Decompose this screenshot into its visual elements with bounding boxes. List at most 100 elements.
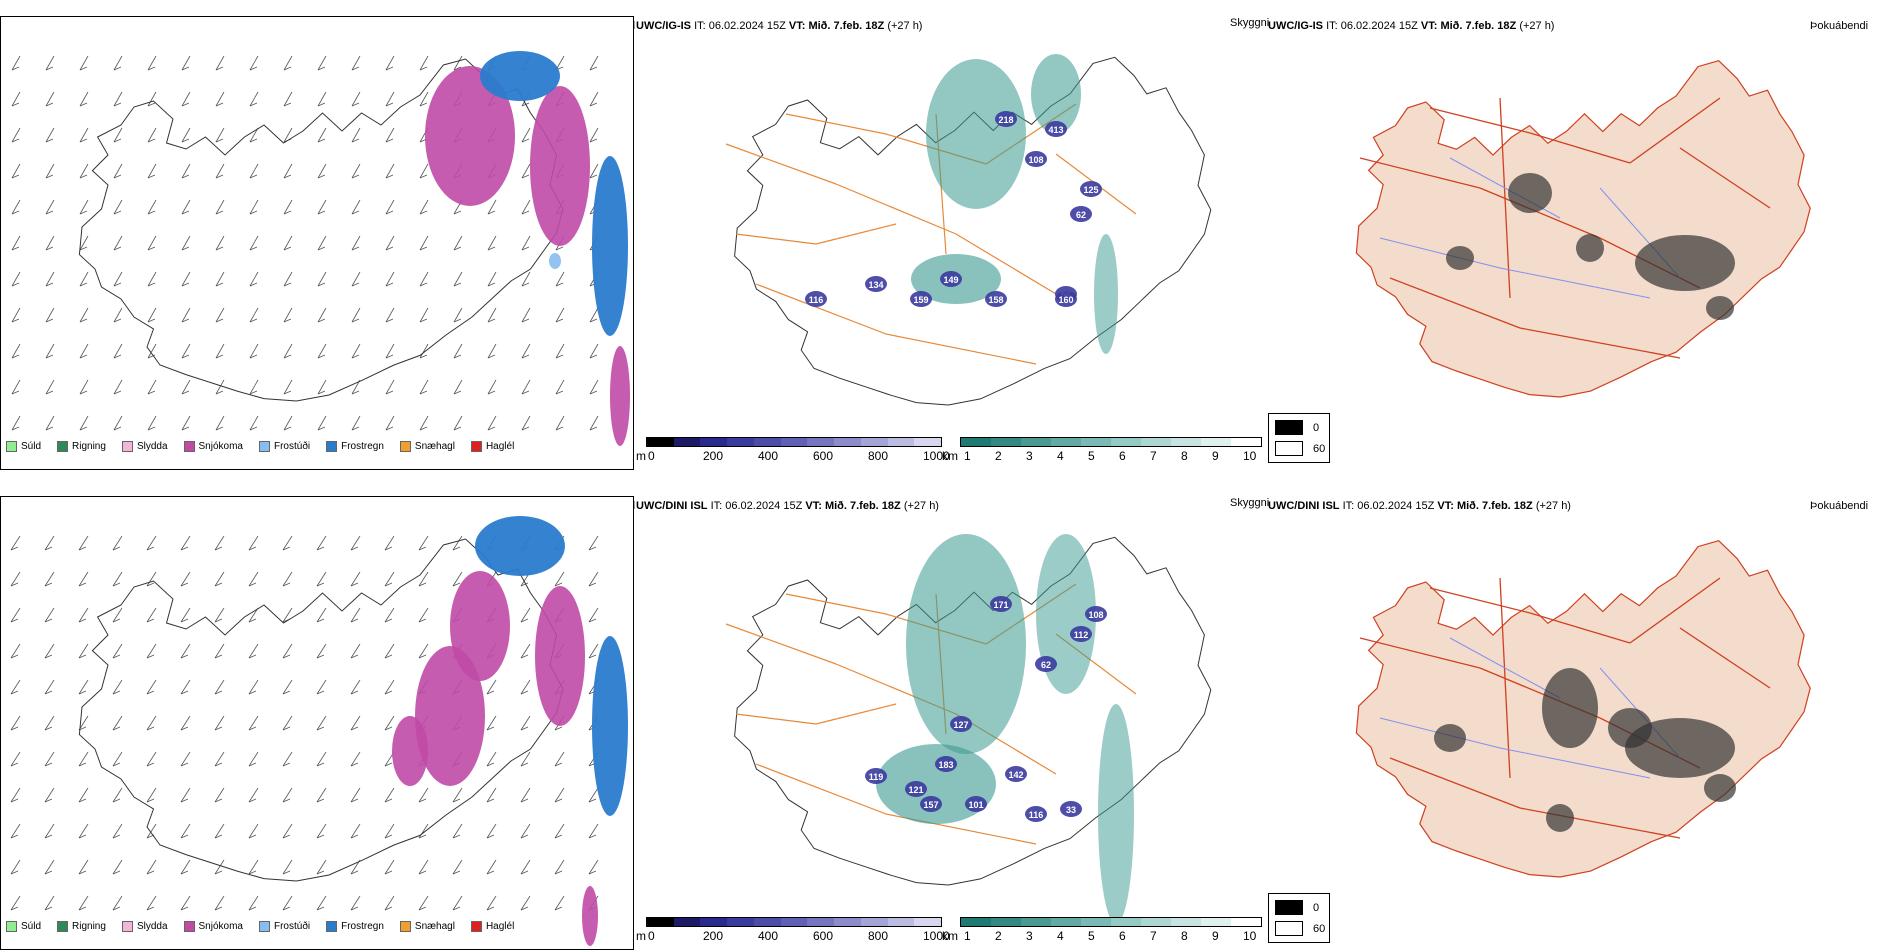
visibility-label: 413 — [1048, 125, 1063, 135]
visibility-label: 183 — [938, 760, 953, 770]
freezing-drizzle-area — [549, 253, 561, 269]
visibility-label: 160 — [1058, 295, 1073, 305]
fog-patch — [1446, 246, 1474, 270]
visibility-label: 134 — [868, 280, 883, 290]
elevation-tick: 600 — [813, 929, 834, 943]
legend-item: Frostregn — [326, 921, 384, 932]
low-visibility-area — [1094, 234, 1118, 354]
elevation-colorbar: m 0 200 400 600 800 1000 — [636, 917, 950, 945]
legend-label: Frostregn — [341, 921, 384, 932]
visibility-label: 62 — [1041, 660, 1051, 670]
snow-area — [425, 66, 515, 206]
visibility-label: 101 — [968, 800, 983, 810]
fog-index-map — [1355, 60, 1811, 398]
visibility-label: 116 — [1029, 810, 1044, 820]
panel-header: UWC/DINI ISL IT: 06.02.2024 15Z VT: Mið.… — [636, 500, 939, 512]
visibility-label: 157 — [923, 800, 938, 810]
elevation-spot — [910, 291, 932, 307]
model-id: UWC/DINI ISL — [1268, 500, 1340, 512]
legend-label: Súld — [21, 921, 42, 932]
panel-title: Skyggni — [1230, 497, 1270, 509]
elevation-spot — [940, 271, 962, 287]
freezing-rain-area — [475, 516, 565, 576]
lead-time: (+27 h) — [887, 20, 923, 32]
legend-item: Haglél — [470, 921, 514, 932]
fog-legend-swatch — [1275, 921, 1303, 936]
legend-swatch — [326, 441, 338, 452]
legend-label: Súld — [21, 441, 42, 452]
elevation-tick: 400 — [758, 449, 779, 463]
visibility-tick: 7 — [1150, 449, 1157, 463]
legend-label: Slydda — [136, 921, 168, 932]
elevation-bar — [646, 437, 942, 447]
elevation-spot — [905, 781, 927, 797]
visibility-label: 142 — [1008, 770, 1023, 780]
visibility-unit: km — [942, 449, 958, 463]
model-id: UWC/IG-IS — [636, 20, 691, 32]
elevation-unit: m — [636, 449, 646, 463]
visibility-tick: 1 — [964, 929, 971, 943]
legend-item: Rigning — [57, 921, 106, 932]
fog-patch — [1508, 173, 1552, 213]
fog-legend-item: 0 — [1275, 420, 1319, 435]
legend-swatch — [470, 441, 482, 452]
elevation-spot — [935, 756, 957, 772]
snow-area — [610, 346, 630, 446]
elevation-spot — [1055, 291, 1077, 307]
legend-swatch — [399, 921, 411, 932]
panel-title: Skyggni — [1230, 17, 1270, 29]
legend-item: Snjókoma — [183, 921, 243, 932]
elevation-spot — [1005, 766, 1027, 782]
elevation-spot — [865, 276, 887, 292]
precip-type-legend: Súld Rigning Slydda Snjókoma Frostúði Frostre… — [6, 441, 526, 452]
elevation-spot — [865, 768, 887, 784]
legend-label: Rigning — [72, 921, 106, 932]
legend-item: Frostúði — [258, 921, 310, 932]
legend-swatch — [57, 441, 69, 452]
elevation-spot — [920, 796, 942, 812]
visibility-tick: 2 — [995, 929, 1002, 943]
lead-time: (+27 h) — [1519, 20, 1555, 32]
fog-index-legend: 0 60 — [1268, 893, 1330, 943]
freezing-rain-area — [592, 156, 628, 336]
legend-item: Súld — [6, 921, 41, 932]
visibility-tick: 3 — [1026, 449, 1033, 463]
visibility-tick: 9 — [1212, 449, 1219, 463]
freezing-rain-area — [480, 51, 560, 101]
vt-label: VT: — [1420, 20, 1438, 32]
visibility-tick: 4 — [1057, 449, 1064, 463]
elevation-tick: 1000 — [923, 929, 950, 943]
fog-patch — [1542, 668, 1598, 748]
elevation-tick: 600 — [813, 449, 834, 463]
visibility-label: 33 — [1066, 805, 1076, 815]
elevation-spot — [1025, 151, 1047, 167]
vt-value: Mið. 7.feb. 18Z — [1456, 500, 1533, 512]
visibility-label: 218 — [998, 115, 1013, 125]
it-label: IT: — [1342, 500, 1355, 512]
legend-label: Rigning — [72, 441, 106, 452]
legend-item: Súld — [6, 441, 41, 452]
fog-patch — [1625, 718, 1735, 778]
vt-value: Mið. 7.feb. 18Z — [1440, 20, 1517, 32]
fog-legend-value: 60 — [1313, 442, 1326, 455]
fog-index-legend: 0 60 — [1268, 413, 1330, 463]
snow-area — [392, 716, 428, 786]
elevation-unit: m — [636, 929, 646, 943]
legend-item: Frostúði — [258, 441, 310, 452]
fog-legend-item: 60 — [1275, 441, 1325, 456]
legend-swatch — [470, 921, 482, 932]
visibility-tick: 10 — [1243, 449, 1257, 463]
elevation-spot — [1070, 206, 1092, 222]
vt-label: VT: — [1437, 500, 1454, 512]
visibility-label: 159 — [913, 295, 928, 305]
visibility-colorbar: km 1 2 3 4 5 6 7 8 9 10 — [942, 437, 1266, 465]
elevation-tick: 200 — [703, 929, 724, 943]
fog-index-map — [1355, 540, 1811, 878]
legend-swatch — [183, 441, 195, 452]
legend-label: Snæhagl — [414, 921, 455, 932]
legend-swatch — [6, 921, 17, 932]
legend-swatch — [258, 921, 270, 932]
precip-type-legend: Súld Rigning Slydda Snjókoma Frostúði Frostre… — [6, 921, 526, 932]
visibility-label: 127 — [953, 720, 968, 730]
elevation-spot — [1035, 656, 1057, 672]
